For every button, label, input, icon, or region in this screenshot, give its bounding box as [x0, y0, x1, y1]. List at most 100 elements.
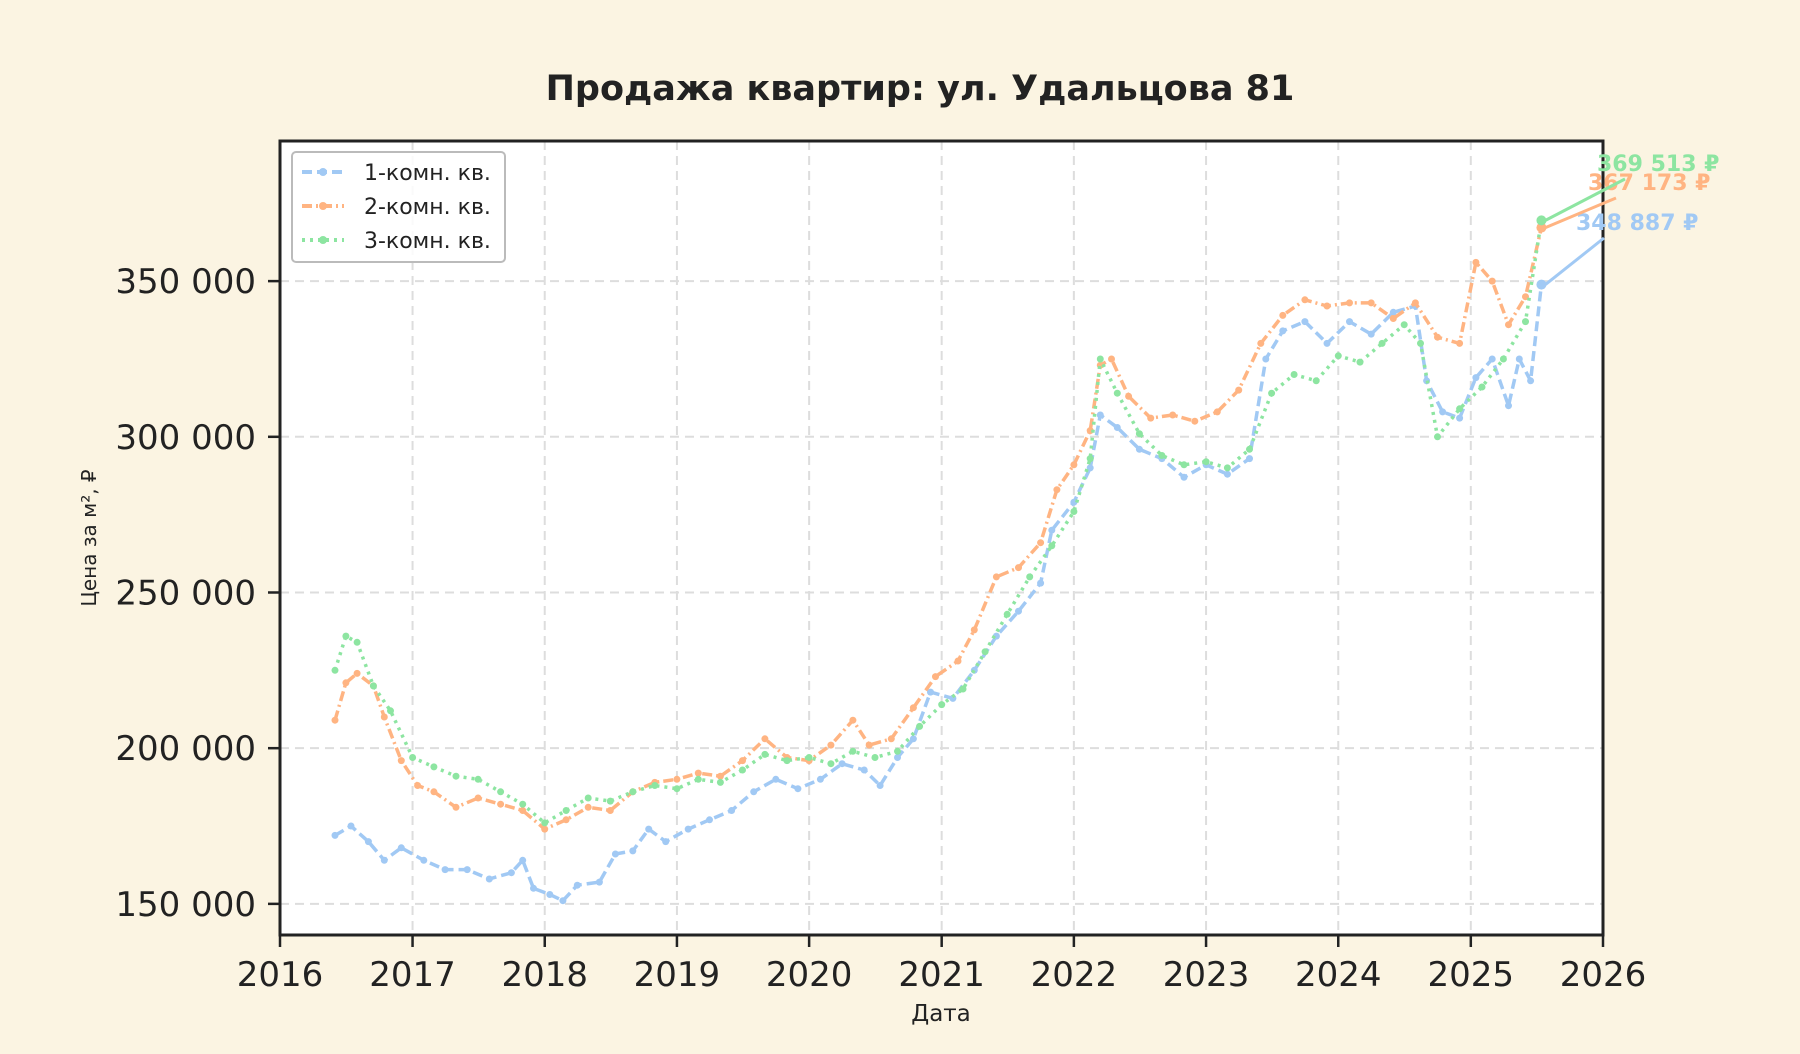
- data-point: [645, 825, 653, 833]
- data-point: [1527, 377, 1535, 385]
- data-point: [1096, 411, 1104, 419]
- data-point: [353, 638, 361, 646]
- data-point: [606, 807, 614, 814]
- legend-swatch-marker: [319, 202, 327, 210]
- y-tick-label: 200 000: [115, 729, 256, 769]
- data-point: [1191, 417, 1199, 425]
- data-point: [342, 679, 350, 687]
- data-point: [452, 772, 460, 780]
- y-axis-label: Цена за м², ₽: [77, 469, 101, 607]
- series-3: [331, 216, 1545, 827]
- axis-layer: 150 000 200 000 250 000 300 000 350 000 2016 2…: [115, 262, 1646, 995]
- data-point: [1434, 333, 1441, 341]
- data-point: [894, 754, 901, 761]
- data-point: [838, 760, 846, 768]
- x-tick-label: 2022: [1031, 955, 1118, 995]
- data-point: [369, 682, 377, 690]
- data-point: [1246, 445, 1253, 453]
- x-axis-label: Дата: [911, 1001, 971, 1027]
- series-2: [331, 224, 1545, 833]
- data-point: [1389, 315, 1397, 322]
- data-point: [981, 648, 989, 656]
- data-point: [364, 838, 372, 846]
- data-point: [420, 856, 428, 864]
- series-line: [333, 227, 1544, 831]
- data-point: [629, 847, 637, 855]
- data-point: [559, 897, 567, 905]
- data-point: [1202, 458, 1210, 466]
- series-layer: [331, 216, 1545, 905]
- data-point: [1411, 299, 1419, 307]
- data-point: [562, 816, 570, 824]
- data-point: [1135, 430, 1143, 438]
- y-tick-label: 250 000: [115, 573, 256, 613]
- data-point: [1488, 277, 1496, 285]
- x-tick-label: 2025: [1428, 955, 1515, 995]
- data-point: [1456, 339, 1464, 347]
- data-point: [728, 807, 736, 814]
- data-point: [409, 754, 417, 761]
- data-point: [916, 722, 924, 730]
- data-point: [865, 741, 873, 749]
- end-label-leader: [1544, 177, 1626, 222]
- data-point: [387, 707, 394, 715]
- data-point: [816, 775, 824, 783]
- data-point: [474, 775, 482, 783]
- data-point: [1499, 355, 1507, 363]
- data-point: [452, 803, 460, 811]
- end-label-anchor: [1536, 222, 1547, 233]
- data-point: [1180, 461, 1188, 469]
- data-point: [1301, 296, 1309, 304]
- end-label-leader: [1544, 236, 1605, 286]
- data-point: [1346, 299, 1353, 307]
- data-point: [684, 825, 692, 833]
- data-point: [1378, 339, 1386, 347]
- data-point: [938, 701, 946, 709]
- data-point: [1135, 445, 1143, 453]
- data-point: [805, 754, 813, 761]
- legend: 1-комн. кв. 2-комн. кв. 3-комн. кв.: [291, 151, 506, 263]
- data-point: [860, 766, 868, 774]
- data-point: [694, 769, 702, 777]
- data-point: [1434, 433, 1441, 441]
- data-point: [1169, 411, 1177, 419]
- end-label: 367 173 ₽: [1588, 171, 1710, 196]
- data-point: [530, 884, 537, 892]
- data-point: [1488, 355, 1496, 363]
- data-point: [1456, 414, 1464, 422]
- data-point: [750, 788, 758, 796]
- data-point: [430, 763, 438, 771]
- data-point: [673, 785, 681, 793]
- data-point: [1213, 408, 1221, 416]
- data-point: [474, 794, 482, 802]
- data-point: [1367, 330, 1375, 338]
- data-point: [1003, 610, 1011, 618]
- data-point: [887, 735, 895, 743]
- data-point: [894, 747, 901, 755]
- data-point: [694, 775, 702, 783]
- x-tick-label: 2024: [1295, 955, 1382, 995]
- data-point: [1158, 452, 1166, 459]
- data-point: [1048, 526, 1056, 534]
- data-point: [1367, 299, 1375, 307]
- data-point: [970, 626, 978, 634]
- data-point: [519, 856, 527, 864]
- data-point: [1180, 473, 1188, 481]
- data-point: [1301, 318, 1309, 326]
- data-point: [380, 856, 388, 864]
- data-point: [1037, 539, 1045, 547]
- data-point: [1262, 355, 1270, 363]
- data-point: [546, 891, 554, 898]
- data-point: [331, 716, 339, 724]
- data-point: [1113, 389, 1121, 397]
- series-1: [331, 281, 1545, 905]
- x-tick-label: 2017: [369, 955, 456, 995]
- data-point: [1290, 371, 1298, 378]
- data-point: [414, 782, 422, 789]
- data-point: [932, 673, 939, 681]
- x-tick-label: 2018: [501, 955, 588, 995]
- data-point: [485, 875, 493, 883]
- data-point: [876, 782, 884, 789]
- data-point: [1015, 564, 1022, 572]
- data-point: [959, 685, 967, 693]
